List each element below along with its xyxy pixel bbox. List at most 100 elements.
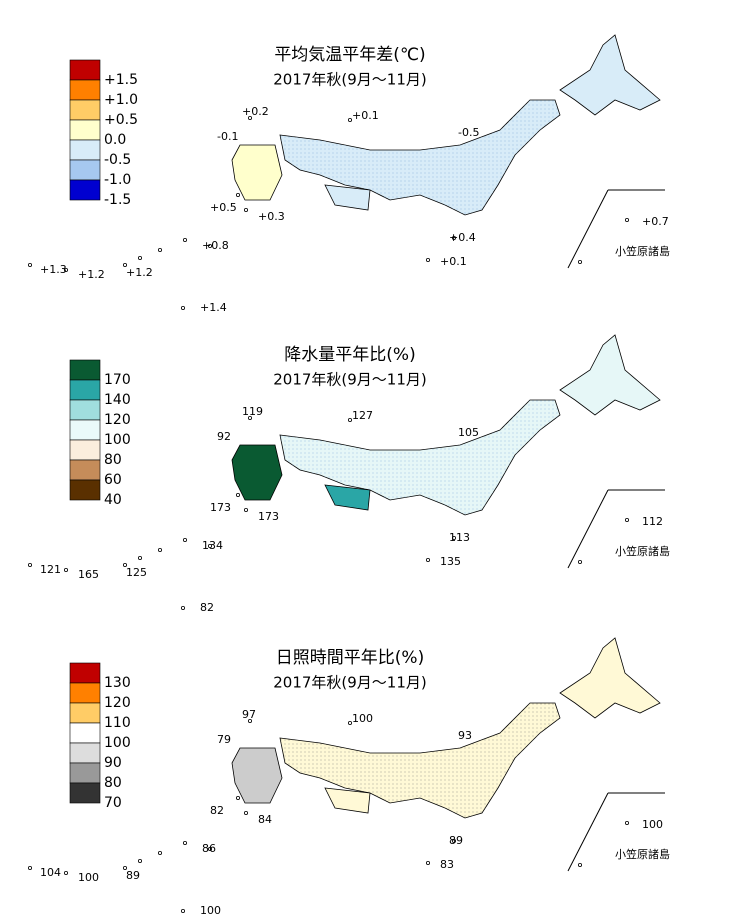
station-value: -0.5 [458, 126, 479, 139]
island [207, 543, 212, 548]
legend-swatch [69, 662, 101, 684]
island [123, 562, 128, 567]
island [578, 559, 583, 564]
island [27, 865, 32, 870]
station-value: +0.1 [440, 255, 467, 268]
legend-label: +0.5 [104, 112, 138, 128]
island [451, 535, 456, 540]
panel-title: 降水量平年比(%) [284, 345, 415, 365]
station-value: 100 [642, 818, 663, 831]
legend-swatch [69, 419, 101, 441]
island [578, 862, 583, 867]
island [243, 810, 248, 815]
station-value: 100 [352, 712, 373, 725]
legend-label: 100 [104, 735, 131, 751]
island [157, 247, 162, 252]
island [123, 262, 128, 267]
legend-label: -0.5 [104, 152, 131, 168]
island [247, 116, 252, 121]
panel: 平均気温平年差(℃) 2017年秋(9月～11月) +1.5 +1.0 +0.5 0.0 -… [27, 34, 670, 314]
legend-swatch [69, 79, 101, 101]
legend-swatch [69, 359, 101, 381]
station-value: 93 [458, 729, 472, 742]
legend-swatch [69, 722, 101, 744]
station-value: 92 [217, 430, 231, 443]
hokkaido [559, 34, 661, 116]
hokkaido [559, 334, 661, 416]
station-value: 79 [217, 733, 231, 746]
legend-swatch [69, 119, 101, 141]
panel-title: 日照時間平年比(%) [276, 648, 424, 668]
station-value: 86 [202, 842, 216, 855]
island [64, 267, 69, 272]
island [451, 838, 456, 843]
island [235, 192, 240, 197]
island [182, 840, 187, 845]
island [180, 305, 185, 310]
station-value: +1.3 [40, 263, 67, 276]
island [157, 547, 162, 552]
legend-swatch [69, 762, 101, 784]
legend-label: 70 [104, 795, 122, 811]
island [64, 567, 69, 572]
legend-label: +1.5 [104, 72, 138, 88]
shikoku [324, 184, 371, 211]
legend-label: 90 [104, 755, 122, 771]
legend-label: 80 [104, 452, 122, 468]
land-pattern [280, 400, 560, 515]
station-value: 119 [242, 405, 263, 418]
station-value: 112 [642, 515, 663, 528]
legend-label: 130 [104, 675, 131, 691]
inset-frame [567, 489, 609, 569]
island [137, 858, 142, 863]
panel: 日照時間平年比(%) 2017年秋(9月～11月) 130 120 110 100 90 80… [27, 637, 670, 917]
kyushu [231, 444, 283, 501]
station-value: +0.8 [202, 239, 229, 252]
shikoku [324, 787, 371, 814]
island [157, 850, 162, 855]
panel-subtitle: 2017年秋(9月～11月) [273, 71, 427, 89]
inset-frame [567, 189, 609, 269]
island [235, 795, 240, 800]
legend-swatch [69, 702, 101, 724]
station-value: 97 [242, 708, 256, 721]
station-value: -0.1 [217, 130, 238, 143]
legend-swatch [69, 782, 101, 804]
legend-swatch [69, 59, 101, 81]
island [425, 257, 430, 262]
island [235, 492, 240, 497]
island [207, 243, 212, 248]
station-value: 173 [258, 510, 279, 523]
island [247, 719, 252, 724]
island [137, 555, 142, 560]
land-pattern [280, 703, 560, 818]
legend-label: 60 [104, 472, 122, 488]
island [243, 507, 248, 512]
island [578, 259, 583, 264]
island [182, 237, 187, 242]
hokkaido [559, 637, 661, 719]
inset-frame [567, 792, 609, 872]
station-value: +1.2 [126, 266, 153, 279]
island [425, 557, 430, 562]
kyushu [231, 144, 283, 201]
island [137, 255, 142, 260]
island [180, 908, 185, 913]
island [625, 217, 630, 222]
panel-subtitle: 2017年秋(9月～11月) [273, 674, 427, 692]
legend-label: -1.5 [104, 192, 131, 208]
legend-swatch [69, 742, 101, 764]
legend-swatch [69, 459, 101, 481]
inset-label: 小笠原諸島 [615, 244, 670, 258]
station-value: 135 [440, 555, 461, 568]
station-value: 100 [78, 871, 99, 884]
land-pattern [280, 100, 560, 215]
island [243, 207, 248, 212]
legend-swatch [69, 179, 101, 201]
legend-swatch [69, 399, 101, 421]
legend-label: 170 [104, 372, 131, 388]
legend-label: 120 [104, 412, 131, 428]
legend-swatch [69, 139, 101, 161]
